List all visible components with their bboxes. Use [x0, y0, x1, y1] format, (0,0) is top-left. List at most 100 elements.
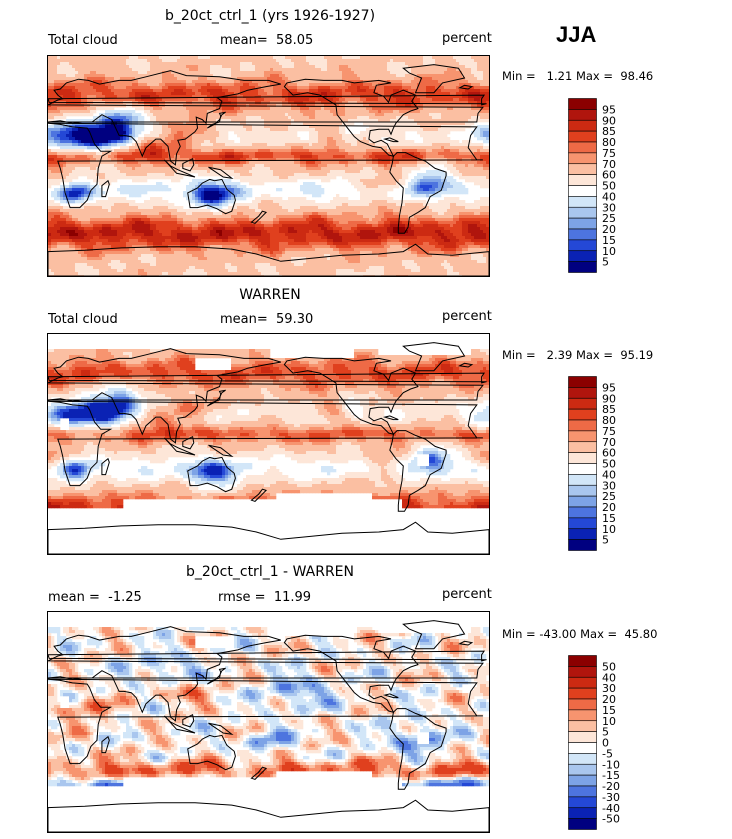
colorbar-label: 25	[602, 212, 616, 225]
colorbar-swatch	[568, 141, 597, 154]
mean-label: mean= 59.30	[220, 312, 313, 327]
colorbar-label: 75	[602, 147, 616, 160]
colorbar-swatch	[568, 517, 597, 530]
mean-label: mean= 58.05	[220, 33, 313, 48]
min-max-readout: Min = -43.00 Max = 45.80	[502, 627, 657, 641]
min-max-readout: Min = 1.21 Max = 98.46	[502, 69, 653, 83]
units-label: percent	[442, 309, 492, 324]
panel-title: b_20ct_ctrl_1 - WARREN	[0, 564, 540, 580]
colorbar-label: 30	[602, 479, 616, 492]
coastlines	[48, 620, 489, 832]
colorbar-label: 95	[602, 381, 616, 394]
colorbar-swatch	[568, 419, 597, 432]
colorbar: 95 90 85 80 75 70 60 50 40 30 25 20 15 10 5	[568, 98, 628, 278]
map-field	[48, 349, 489, 509]
colorbar-swatch	[568, 539, 597, 551]
colorbar-swatch	[568, 807, 597, 819]
colorbar-label: 15	[602, 234, 616, 247]
colorbar-swatch	[568, 666, 597, 678]
colorbar-swatch	[568, 387, 597, 399]
colorbar-swatch	[568, 206, 597, 219]
colorbar-label: 85	[602, 403, 616, 416]
colorbar-label: -5	[602, 747, 613, 760]
coastlines	[48, 342, 489, 554]
colorbar-label: 80	[602, 414, 616, 427]
colorbar-label: 25	[602, 490, 616, 503]
colorbar-swatch	[568, 818, 597, 830]
colorbar-label: 40	[602, 671, 616, 684]
mean-value: 59.30	[276, 312, 313, 327]
colorbar-swatch	[568, 731, 597, 743]
colorbar-label: -30	[602, 791, 620, 804]
colorbar: 95 90 85 80 75 70 60 50 40 30 25 20 15 10 5	[568, 376, 628, 556]
colorbar-swatch	[568, 796, 597, 809]
mean-value: -1.25	[108, 590, 142, 605]
rmse-label: rmse = 11.99	[218, 590, 311, 605]
colorbar-swatch	[568, 196, 597, 208]
colorbar-swatch	[568, 655, 597, 667]
panel-title: b_20ct_ctrl_1 (yrs 1926-1927)	[0, 8, 540, 24]
colorbar-swatch	[568, 495, 597, 508]
colorbar-label: 15	[602, 704, 616, 717]
colorbar: 50 40 30 20 15 10 5 0 -5 -10 -15 -20 -30 -40 -50	[568, 655, 628, 835]
min-max-readout: Min = 2.39 Max = 95.19	[502, 348, 653, 362]
map-plot	[47, 611, 490, 833]
colorbar-swatch	[568, 528, 597, 540]
colorbar-swatch	[568, 774, 597, 787]
colorbar-label: 95	[602, 103, 616, 116]
map-field	[48, 56, 489, 276]
colorbar-swatch	[568, 763, 597, 776]
colorbar-label: 50	[602, 180, 616, 193]
colorbar-label: 75	[602, 425, 616, 438]
colorbar-label: 20	[602, 693, 616, 706]
colorbar-swatch	[568, 430, 597, 443]
coastlines	[48, 64, 489, 276]
colorbar-swatch	[568, 676, 597, 689]
colorbar-swatch	[568, 98, 597, 110]
colorbar-label: 0	[602, 737, 609, 750]
colorbar-swatch	[568, 109, 597, 121]
colorbar-label: 50	[602, 458, 616, 471]
mean-label: mean = -1.25	[48, 590, 142, 605]
colorbar-label: -10	[602, 758, 620, 771]
colorbar-swatch	[568, 687, 597, 700]
colorbar-swatch	[568, 720, 597, 732]
panel-title: WARREN	[0, 287, 540, 303]
colorbar-swatch	[568, 441, 597, 453]
colorbar-label: 90	[602, 114, 616, 127]
season-label: JJA	[556, 22, 596, 48]
units-label: percent	[442, 31, 492, 46]
colorbar-label: -15	[602, 769, 620, 782]
colorbar-swatch	[568, 152, 597, 165]
colorbar-label: 30	[602, 201, 616, 214]
colorbar-label: 20	[602, 501, 616, 514]
colorbar-swatch	[568, 261, 597, 273]
colorbar-label: 5	[602, 256, 609, 269]
colorbar-label: 80	[602, 136, 616, 149]
colorbar-swatch	[568, 228, 597, 241]
colorbar-label: -40	[602, 802, 620, 815]
colorbar-label: 10	[602, 245, 616, 258]
colorbar-swatch	[568, 376, 597, 388]
colorbar-label: 15	[602, 512, 616, 525]
colorbar-label: 30	[602, 682, 616, 695]
colorbar-label: 60	[602, 447, 616, 460]
colorbar-swatch	[568, 474, 597, 486]
colorbar-swatch	[568, 163, 597, 175]
colorbar-label: -20	[602, 780, 620, 793]
colorbar-label: 70	[602, 436, 616, 449]
variable-label: Total cloud	[48, 33, 118, 48]
colorbar-label: 50	[602, 660, 616, 673]
colorbar-swatch	[568, 709, 597, 722]
colorbar-swatch	[568, 397, 597, 410]
map-plot	[47, 333, 490, 555]
colorbar-label: 40	[602, 468, 616, 481]
colorbar-label: 90	[602, 392, 616, 405]
colorbar-swatch	[568, 742, 597, 754]
colorbar-swatch	[568, 250, 597, 262]
colorbar-swatch	[568, 119, 597, 132]
rmse-value: 11.99	[274, 590, 311, 605]
colorbar-swatch	[568, 130, 597, 143]
colorbar-swatch	[568, 239, 597, 252]
colorbar-label: 40	[602, 190, 616, 203]
